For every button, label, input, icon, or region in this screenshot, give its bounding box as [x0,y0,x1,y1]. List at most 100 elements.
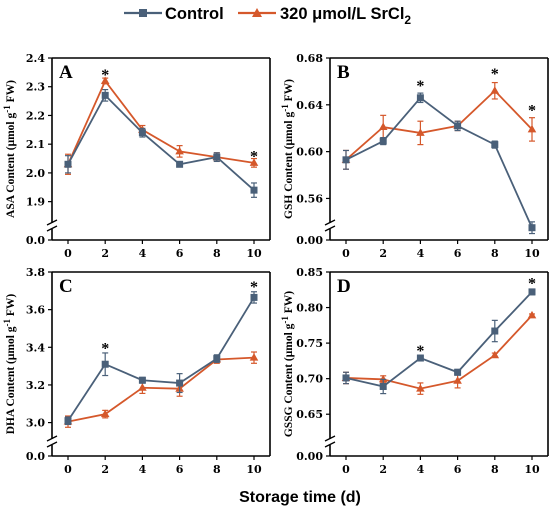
data-point [379,137,387,145]
y-tick-label: 3.2 [26,379,45,392]
series-line [67,296,255,422]
data-point [454,122,462,130]
significance-star: * [101,340,109,357]
x-tick-label: 4 [417,247,425,260]
data-point [342,374,350,382]
significance-star: * [528,102,536,119]
x-tick-label: 2 [379,247,387,260]
axis-break-upper [46,435,58,442]
panel-letter: D [337,276,351,297]
x-tick-label: 0 [342,247,350,260]
data-point [175,146,184,155]
legend-treatment-label: 320 μmol/L SrCl2 [280,5,411,27]
y-axis-label: DHA Content (μmol g-1 FW) [2,294,17,435]
panel-letter: C [59,276,73,297]
data-point [378,374,388,383]
x-tick-label: 10 [524,247,540,260]
axis-break-lower [324,225,336,232]
panel-a: 1.9 2.0 2.1 2.2 2.3 2.4 0.0 0 2 4 6 8 10 ASA Content … [2,52,271,260]
y-tick-label: 2.1 [26,138,45,151]
panel-letter: B [337,62,350,83]
x-tick-label: 0 [342,463,350,476]
series-line [345,291,533,388]
y-tick-label: 2.2 [26,109,45,122]
x-tick-label: 8 [491,247,499,260]
series-line [67,79,255,165]
data-point [416,94,424,102]
series-control [342,92,536,235]
data-point [250,293,258,301]
legend-treatment-marker [252,8,262,17]
series-line [67,93,255,191]
data-point [176,379,184,387]
data-point [100,409,110,418]
x-tick-label: 10 [246,463,262,476]
x-tick-label: 6 [176,247,184,260]
y-axis-label-superscript: -1 [2,105,12,113]
panel-letter: A [59,62,73,83]
x-tick-label: 10 [246,247,262,260]
y-tick-label: 0.70 [296,373,323,386]
y-tick-label: 3.6 [26,304,45,317]
y-tick-label: 2.4 [26,52,45,65]
axis-break-upper [324,219,336,226]
significance-star: * [250,149,258,166]
y-tick-label-zero: 0.0 [26,450,45,463]
data-point [491,141,499,149]
y-tick-label: 3.8 [26,266,45,279]
x-tick-label: 4 [139,247,147,260]
x-tick-label: 2 [101,463,109,476]
series-line [345,89,533,161]
series-treatment [341,81,537,170]
data-point [213,355,221,363]
significance-star: * [416,78,424,95]
y-axis-label-main: DHA Content (μmol g [5,326,17,434]
y-tick-label: 1.9 [26,196,45,209]
series-line [345,96,533,229]
data-point [416,384,425,392]
data-point [490,350,500,359]
axis-break-lower [46,441,58,448]
legend-treatment-label-subscript: 2 [404,13,411,27]
x-tick-label: 0 [64,463,72,476]
y-axis-label-superscript: -1 [280,104,290,112]
axis-break-upper [324,435,336,442]
data-point [101,360,109,368]
y-tick-label: 0.75 [296,337,323,350]
data-point [342,156,350,164]
y-tick-label: 3.0 [26,417,45,430]
axis-break-upper [46,219,58,226]
x-tick-label: 4 [139,463,147,476]
x-tick-label: 4 [417,463,425,476]
significance-star: * [491,66,499,83]
y-axis-label-tail: FW) [5,294,17,319]
legend: Control 320 μmol/L SrCl2 [124,5,411,27]
data-point [138,383,147,391]
y-axis-label: ASA Content (μmol g-1 FW) [2,80,17,218]
data-point [250,186,258,194]
y-tick-label: 0.64 [296,99,323,112]
data-point [490,86,500,94]
panel-d: 0.65 0.70 0.75 0.80 0.85 0.00 0 2 4 6 8 10 GSSG Cont… [280,266,549,476]
x-tick-label: 8 [491,463,499,476]
series-treatment [341,310,537,395]
y-tick-label: 0.68 [296,52,323,65]
series-control [64,88,258,198]
y-tick-label-zero: 0.00 [296,450,323,463]
x-tick-label: 6 [454,247,462,260]
data-point [138,376,146,384]
data-point [249,158,259,166]
significance-star: * [250,279,258,296]
y-axis-label: GSH Content (μmol g-1 FW) [280,79,295,219]
x-tick-label: 0 [64,247,72,260]
y-axis-label-superscript: -1 [2,318,12,326]
y-axis-label-main: ASA Content (μmol g [5,113,17,218]
series-control [342,288,536,395]
x-tick-label: 10 [524,463,540,476]
y-axis-label-superscript: -1 [280,316,290,324]
data-point [64,417,72,425]
data-point [249,353,259,361]
series-line [67,356,255,423]
data-point [100,76,110,84]
